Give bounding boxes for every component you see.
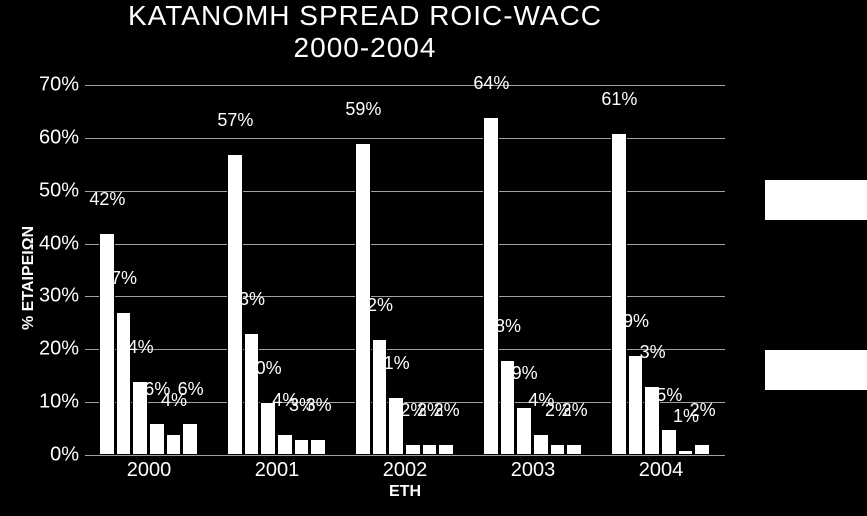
bar-label: 64% <box>473 73 509 94</box>
bar-label: 8% <box>495 316 521 337</box>
xtick-label: 2002 <box>383 459 428 482</box>
bar-label: 0% <box>256 358 282 379</box>
bar <box>244 333 260 455</box>
chart-title-line2: 2000-2004 <box>0 32 730 64</box>
bar <box>550 444 566 455</box>
gridline <box>85 455 725 456</box>
legend-swatch <box>765 350 867 390</box>
chart-title-line1: KATANOMH SPREAD ROIC-WACC <box>128 0 602 31</box>
xtick-label: 2000 <box>127 459 172 482</box>
bar-label: 42% <box>89 189 125 210</box>
bar-label: 59% <box>345 99 381 120</box>
bar <box>566 444 582 455</box>
bar-label: 3% <box>306 395 332 416</box>
ytick-label: 50% <box>39 179 79 202</box>
bar-label: 4% <box>128 337 154 358</box>
y-axis-title: % ΕΤΑΙΡΕΙΩΝ <box>20 226 38 330</box>
gridline <box>85 244 725 245</box>
bar-label: 2% <box>367 295 393 316</box>
bar-label: 57% <box>217 110 253 131</box>
bar-label: 9% <box>512 363 538 384</box>
bar-label: 2% <box>434 400 460 421</box>
bar-label: 2% <box>690 400 716 421</box>
ytick-label: 30% <box>39 285 79 308</box>
bar <box>422 444 438 455</box>
bar <box>405 444 421 455</box>
bar-label: 3% <box>640 342 666 363</box>
xtick-label: 2004 <box>639 459 684 482</box>
xtick-label: 2003 <box>511 459 556 482</box>
x-axis-title: ETH <box>389 483 421 501</box>
gridline <box>85 85 725 86</box>
ytick-label: 20% <box>39 338 79 361</box>
gridline <box>85 138 725 139</box>
bar <box>99 233 115 455</box>
gridline <box>85 349 725 350</box>
bar <box>516 407 532 455</box>
bar-label: 7% <box>111 268 137 289</box>
legend-swatch <box>765 180 867 220</box>
bar <box>611 133 627 455</box>
bar <box>294 439 310 455</box>
bar <box>310 439 326 455</box>
ytick-label: 10% <box>39 391 79 414</box>
bar <box>438 444 454 455</box>
bar-label: 9% <box>623 311 649 332</box>
bar <box>149 423 165 455</box>
bar-label: 3% <box>239 289 265 310</box>
gridline <box>85 191 725 192</box>
ytick-label: 40% <box>39 232 79 255</box>
bar <box>277 434 293 455</box>
bar <box>182 423 198 455</box>
ytick-label: 0% <box>50 444 79 467</box>
plot-area: 0%10%20%30%40%50%60%70%200042%7%4%6%4%6%… <box>85 85 725 455</box>
bar-label: 5% <box>656 385 682 406</box>
ytick-label: 60% <box>39 126 79 149</box>
bar <box>661 429 677 455</box>
bar <box>628 355 644 455</box>
chart-title: KATANOMH SPREAD ROIC-WACC 2000-2004 <box>0 0 730 64</box>
bar <box>116 312 132 455</box>
bar <box>694 444 710 455</box>
bar <box>678 450 694 455</box>
bar <box>166 434 182 455</box>
bar-label: 2% <box>562 400 588 421</box>
gridline <box>85 296 725 297</box>
xtick-label: 2001 <box>255 459 300 482</box>
bar <box>483 117 499 455</box>
bar-label: 6% <box>178 379 204 400</box>
bar <box>533 434 549 455</box>
bar-label: 1% <box>384 353 410 374</box>
ytick-label: 70% <box>39 74 79 97</box>
bar-label: 61% <box>601 89 637 110</box>
